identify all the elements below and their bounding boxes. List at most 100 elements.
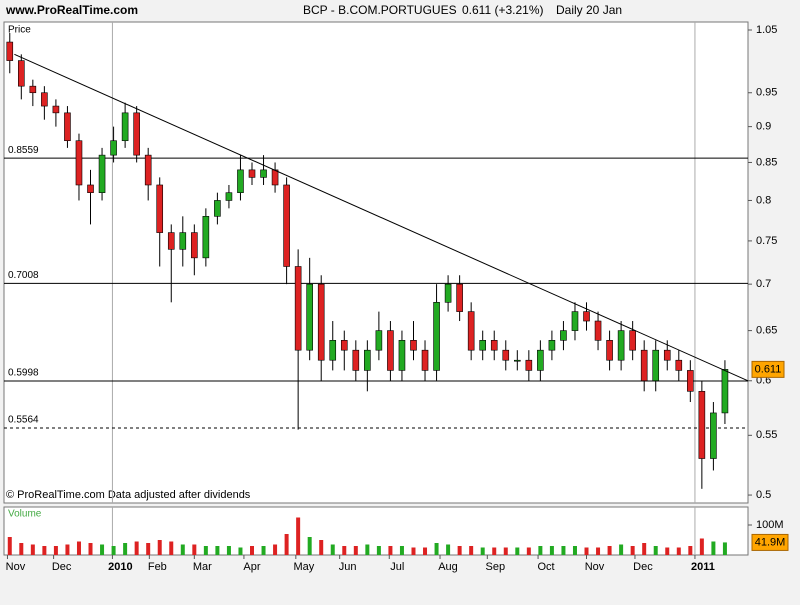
candle-body <box>133 112 140 156</box>
volume-bar <box>607 546 612 555</box>
volume-bar <box>226 546 231 555</box>
volume-bar <box>261 546 266 555</box>
candle-body <box>721 369 729 414</box>
x-tick-label: 2011 <box>691 561 715 573</box>
candle-body <box>75 140 83 186</box>
candle-body <box>525 359 533 371</box>
price-pane <box>3 21 749 504</box>
candle-body <box>18 60 25 87</box>
volume-bar <box>469 546 474 555</box>
volume-bar <box>250 546 254 555</box>
candle-body <box>387 330 394 371</box>
candle-body <box>179 232 187 250</box>
x-tick-label: Jul <box>390 561 404 573</box>
candle-body <box>364 349 371 371</box>
site: www.ProRealTime.com <box>5 3 138 17</box>
volume-bar <box>446 544 451 555</box>
volume-bar <box>100 544 105 555</box>
candle-body <box>514 359 521 362</box>
volume-bar <box>273 544 278 555</box>
candle-body <box>167 232 175 250</box>
volume-bar <box>596 547 601 555</box>
level-label: 0.5564 <box>8 415 39 426</box>
volume-bar <box>711 541 716 555</box>
candle-body <box>663 349 671 361</box>
x-tick-label: Nov <box>585 561 605 573</box>
candle-body <box>640 349 648 382</box>
candle-body <box>191 232 198 259</box>
candle-body <box>340 340 348 351</box>
candle-body <box>617 330 625 361</box>
volume-bar <box>630 546 635 555</box>
volume-bar <box>238 547 243 555</box>
candle-body <box>410 340 417 351</box>
candle-body <box>467 311 475 351</box>
candle-body <box>444 283 452 303</box>
last-price-tag <box>751 360 785 378</box>
volume-bar <box>376 546 381 555</box>
volume-bar <box>538 546 543 555</box>
y-tick-label: 0.85 <box>756 156 777 168</box>
candle-body <box>271 169 279 186</box>
x-tick-label: Dec <box>52 561 72 573</box>
y-tick-label: 100M <box>756 519 784 531</box>
volume-bar <box>515 547 520 555</box>
level-label: 0.5998 <box>8 368 39 379</box>
last-price-label: 0.611 <box>755 363 782 375</box>
volume-bar <box>699 538 704 555</box>
volume-bar <box>688 546 693 555</box>
volume-bar <box>146 543 151 555</box>
volume-bar <box>284 534 289 555</box>
period: Daily 20 Jan <box>556 3 622 17</box>
x-tick-label: Jun <box>339 561 357 573</box>
candle-body <box>237 169 244 193</box>
candle-body <box>248 169 256 178</box>
volume-bar <box>365 544 370 555</box>
volume-bar <box>676 547 681 555</box>
volume-bar <box>619 544 624 555</box>
candle-body <box>121 112 129 142</box>
x-tick-label: Nov <box>6 561 26 573</box>
candle-body <box>421 349 429 371</box>
candle-body <box>41 92 48 107</box>
candle-body <box>687 370 694 392</box>
volume-bar <box>411 547 416 555</box>
volume-bar <box>42 546 47 555</box>
volume-bar <box>388 546 393 555</box>
candle-body <box>675 359 683 371</box>
note: © ProRealTime.com Data adjusted after di… <box>6 489 251 501</box>
level-label: 0.7008 <box>8 270 39 281</box>
volume-bar <box>192 544 197 555</box>
volume-bar <box>399 546 404 555</box>
candle-body <box>260 169 267 178</box>
last-volume-label: 41.9M <box>755 536 786 548</box>
volume-bar <box>492 547 497 555</box>
y-tick-label: 0.95 <box>756 87 777 99</box>
level-label: 0.8559 <box>8 145 39 156</box>
candle-body <box>283 184 290 267</box>
y-tick-label: 0.9 <box>756 121 771 133</box>
volume-bar <box>653 546 658 555</box>
x-tick-label: Feb <box>148 561 167 573</box>
candle-body <box>329 340 337 361</box>
candle-body <box>87 184 94 193</box>
x-tick-label: Dec <box>633 561 653 573</box>
last-change: 0.611 (+3.21%) <box>462 3 544 17</box>
x-tick-label: Sep <box>486 561 506 573</box>
candle-body <box>548 340 556 351</box>
candle-body <box>110 140 117 156</box>
candle-body <box>144 154 152 186</box>
candle-body <box>64 112 71 142</box>
volume-bar <box>134 541 139 555</box>
volume-bar <box>526 547 531 555</box>
volume-bar <box>180 544 185 555</box>
volume-bar <box>572 546 577 555</box>
volume-bar <box>53 546 58 555</box>
volume-bar <box>88 543 93 555</box>
chart-title: BCP - B.COM.PORTUGUES <box>303 3 457 17</box>
candle-body <box>433 302 440 371</box>
y-tick-label: 0.65 <box>756 325 777 337</box>
candle-body <box>352 349 360 371</box>
volume-bar <box>157 540 162 555</box>
